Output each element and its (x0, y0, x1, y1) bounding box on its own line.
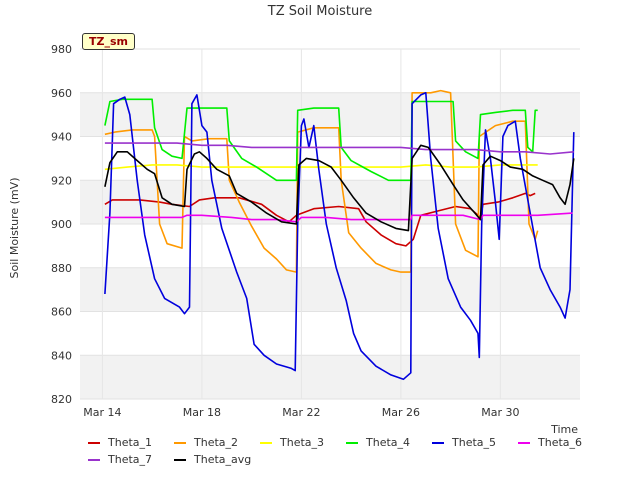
y-tick-label: 920 (51, 174, 72, 187)
plot-band (80, 355, 580, 399)
plot-background-bands (80, 92, 580, 399)
series-line-theta-7 (104, 142, 574, 155)
series-lines (104, 89, 575, 381)
site-tag-label: TZ_sm (82, 33, 135, 50)
series-line-theta-5 (104, 92, 575, 381)
legend-label: Theta_avg (194, 453, 252, 466)
legend-label: Theta_3 (280, 436, 325, 449)
plot-band (80, 267, 580, 312)
legend-label: Theta_1 (108, 436, 153, 449)
y-tick-label: 860 (51, 306, 72, 319)
x-tick-labels: Mar 14 Mar 18 Mar 22 Mar 26 Mar 30 (83, 406, 519, 419)
legend-label: Theta_2 (194, 436, 239, 449)
legend-swatch (88, 442, 100, 444)
legend-label: Theta_4 (366, 436, 411, 449)
y-tick-label: 960 (51, 87, 72, 100)
legend-item-theta-4: Theta_4 (346, 436, 410, 450)
x-tick-label: Mar 22 (282, 406, 320, 419)
legend-item-theta-1: Theta_1 (88, 436, 152, 450)
legend-label: Theta_7 (108, 453, 153, 466)
grid-lines (80, 48, 580, 400)
legend-swatch (346, 442, 358, 444)
legend-item-theta-avg: Theta_avg (174, 453, 251, 467)
legend-swatch (88, 459, 100, 461)
plot-band (80, 92, 580, 137)
legend-label: Theta_6 (538, 436, 583, 449)
legend-item-theta-6: Theta_6 (518, 436, 582, 450)
legend-item-theta-2: Theta_2 (174, 436, 238, 450)
y-axis-label: Soil Moisture (mV) (8, 178, 21, 279)
series-line-theta-4 (104, 98, 538, 182)
legend-item-theta-5: Theta_5 (432, 436, 496, 450)
chart-title: TZ Soil Moisture (267, 4, 373, 19)
legend-label: Theta_5 (452, 436, 497, 449)
x-axis-label: Time (550, 423, 578, 436)
legend-swatch (174, 459, 186, 461)
legend-swatch (432, 442, 444, 444)
y-tick-label: 820 (51, 393, 72, 406)
y-tick-labels: 820 840 860 880 900 920 940 960 980 (51, 43, 72, 406)
y-tick-label: 980 (51, 43, 72, 56)
y-tick-label: 880 (51, 262, 72, 275)
y-tick-label: 900 (51, 218, 72, 231)
legend-swatch (174, 442, 186, 444)
legend-swatch (518, 442, 530, 444)
legend-item-theta-7: Theta_7 (88, 453, 152, 467)
x-tick-label: Mar 30 (481, 406, 519, 419)
legend-swatch (260, 442, 272, 444)
series-line-theta-2 (104, 89, 539, 273)
series-line-theta-avg (104, 144, 575, 232)
x-tick-label: Mar 18 (183, 406, 221, 419)
x-tick-label: Mar 14 (83, 406, 121, 419)
legend-item-theta-3: Theta_3 (260, 436, 324, 450)
y-tick-label: 940 (51, 131, 72, 144)
x-tick-label: Mar 26 (382, 406, 420, 419)
y-tick-label: 840 (51, 349, 72, 362)
series-line-theta-3 (104, 164, 538, 171)
